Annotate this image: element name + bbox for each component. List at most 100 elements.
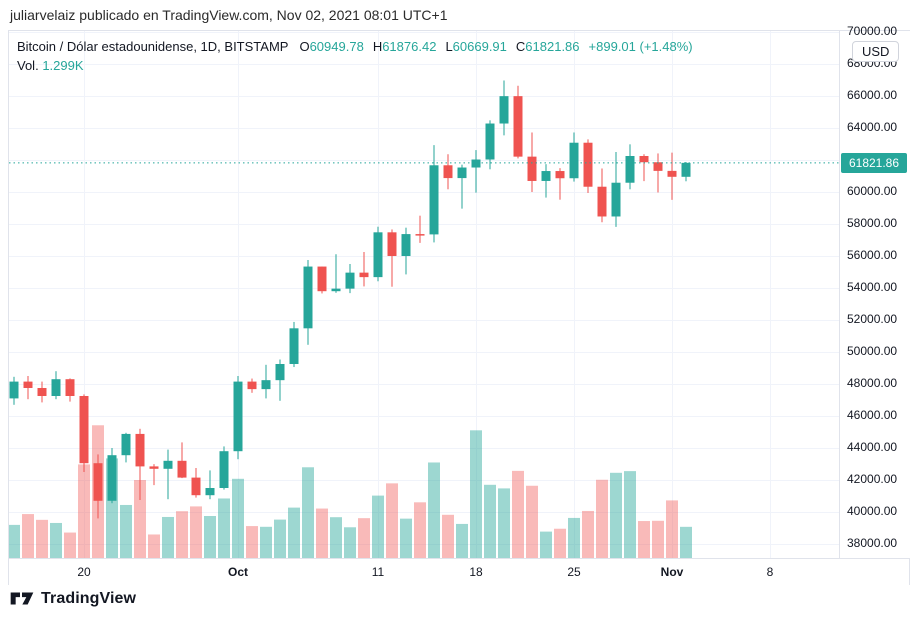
candle-wick xyxy=(419,215,421,243)
time-axis-label: 11 xyxy=(371,565,385,579)
candle-body xyxy=(499,96,509,124)
volume-bar xyxy=(134,480,146,558)
volume-bar xyxy=(246,526,258,558)
candle-wick xyxy=(461,164,463,209)
volume-bar xyxy=(64,532,76,558)
volume-bar xyxy=(512,470,524,558)
price-axis-label: 50000.00 xyxy=(847,344,898,358)
price-axis-label: 52000.00 xyxy=(847,312,898,326)
price-axis-label: 48000.00 xyxy=(847,376,898,390)
volume-bar xyxy=(540,531,552,558)
volume-bar xyxy=(666,500,678,558)
attribution-text: juliarvelaiz publicado en TradingView.co… xyxy=(10,7,448,23)
candle-body xyxy=(401,234,411,256)
candle-body xyxy=(569,142,579,179)
candle-body xyxy=(37,388,47,396)
candle-body xyxy=(359,272,369,278)
candle-body xyxy=(135,433,145,467)
brand-name: TradingView xyxy=(41,589,137,607)
last-price-badge: 61821.86 xyxy=(841,152,907,173)
candle-body xyxy=(219,451,229,488)
volume-bar xyxy=(470,430,482,558)
candle-wick xyxy=(657,153,659,193)
candle-body xyxy=(373,232,383,278)
candle-wick xyxy=(209,470,211,500)
price-axis-label: 58000.00 xyxy=(847,216,898,230)
candle-body xyxy=(93,463,103,501)
tradingview-logo-icon xyxy=(10,592,34,605)
volume-bar xyxy=(582,510,594,558)
volume-bar xyxy=(652,520,664,558)
volume-bar xyxy=(680,526,692,558)
volume-bar xyxy=(456,523,468,558)
candle-body xyxy=(415,234,425,236)
candle-body xyxy=(177,460,187,478)
volume-bar xyxy=(162,516,174,558)
price-axis-label: 66000.00 xyxy=(847,88,898,102)
time-axis-label: Oct xyxy=(227,565,249,579)
price-axis-label: 64000.00 xyxy=(847,120,898,134)
candlestick-chart[interactable] xyxy=(9,31,839,558)
candle-body xyxy=(527,156,537,181)
time-axis[interactable]: 20 Oct 11 18 25 Nov 8 xyxy=(9,558,909,586)
candle-wick xyxy=(643,154,645,182)
candle-wick xyxy=(153,464,155,486)
time-axis-label: 20 xyxy=(77,565,91,579)
candlesticks-layer xyxy=(9,80,691,519)
volume-bar xyxy=(120,504,132,558)
volume-bar xyxy=(316,508,328,558)
volume-bar xyxy=(386,483,398,558)
candle-body xyxy=(387,232,397,256)
candle-wick xyxy=(559,168,561,200)
candle-body xyxy=(639,156,649,163)
candle-body xyxy=(625,156,635,183)
candle-body xyxy=(345,272,355,289)
price-axis-label: 46000.00 xyxy=(847,408,898,422)
candle-wick xyxy=(181,442,183,479)
volume-bar xyxy=(36,519,48,558)
volume-bar xyxy=(484,484,496,558)
time-axis-label: 18 xyxy=(469,565,483,579)
candle-body xyxy=(121,433,131,456)
volume-bar xyxy=(428,462,440,558)
candle-body xyxy=(205,488,215,496)
candle-wick xyxy=(475,150,477,193)
candle-body xyxy=(303,266,313,329)
chart-panel: Bitcoin / Dólar estadounidense, 1D, BITS… xyxy=(8,24,910,586)
volume-bar xyxy=(344,527,356,558)
price-axis-label: 70000.00 xyxy=(847,24,898,38)
volume-bar xyxy=(498,488,510,558)
candle-body xyxy=(261,380,271,390)
volume-bar xyxy=(442,514,454,558)
candle-body xyxy=(555,171,565,179)
candle-body xyxy=(485,123,495,160)
volume-bar xyxy=(274,519,286,558)
price-axis-label: 54000.00 xyxy=(847,280,898,294)
candle-wick xyxy=(167,449,169,500)
candle-body xyxy=(51,379,61,396)
tradingview-logo[interactable]: TradingView xyxy=(10,589,136,608)
volume-bar xyxy=(288,507,300,558)
volume-bar xyxy=(400,518,412,558)
candle-body xyxy=(233,381,243,452)
volume-layer xyxy=(9,425,692,558)
volume-bar xyxy=(554,528,566,558)
volume-bar xyxy=(358,518,370,558)
price-chart-plot[interactable]: Bitcoin / Dólar estadounidense, 1D, BITS… xyxy=(9,31,839,558)
price-axis[interactable]: USD 61821.86 70000.00 68000.00 66000.00 640… xyxy=(839,24,910,558)
candle-body xyxy=(79,396,89,464)
volume-bar xyxy=(624,471,636,558)
time-axis-label: 25 xyxy=(567,565,581,579)
candle-wick xyxy=(391,229,393,287)
time-axis-label: 8 xyxy=(766,565,774,579)
candle-body xyxy=(65,379,75,396)
volume-bar xyxy=(596,479,608,558)
volume-bar xyxy=(78,464,90,558)
candle-body xyxy=(149,466,159,469)
candle-body xyxy=(471,159,481,168)
price-axis-label: 42000.00 xyxy=(847,472,898,486)
volume-bar xyxy=(204,516,216,558)
currency-badge: USD xyxy=(852,41,900,62)
volume-bar xyxy=(638,521,650,558)
volume-bar xyxy=(22,514,34,558)
